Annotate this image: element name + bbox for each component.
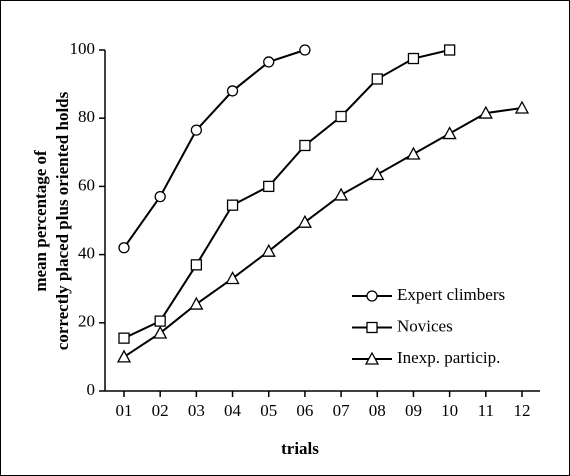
legend-marker — [364, 351, 380, 365]
legend-label: Novices — [397, 316, 453, 335]
point-marker — [226, 85, 239, 97]
legend-marker — [366, 290, 378, 302]
point-marker — [118, 242, 130, 254]
point-marker — [116, 349, 132, 363]
point-marker — [261, 243, 276, 257]
legend-label: Expert climbers — [397, 285, 505, 304]
series-line — [123, 49, 450, 340]
x-tick-label: 01 — [116, 401, 133, 420]
x-axis-label: trials — [281, 439, 319, 458]
y-tick-label: 100 — [70, 39, 96, 58]
x-tick-label: 03 — [188, 401, 205, 420]
point-marker — [442, 126, 457, 140]
y-axis-label: mean percentage of — [31, 150, 50, 292]
x-tick-label: 06 — [296, 401, 313, 420]
x-tick-label: 08 — [369, 401, 386, 420]
point-marker — [154, 190, 166, 203]
x-tick-label: 09 — [405, 401, 422, 420]
legend-marker — [366, 321, 378, 334]
point-marker — [371, 73, 383, 85]
point-marker — [370, 167, 385, 181]
x-tick-label: 04 — [224, 401, 242, 420]
point-marker — [514, 100, 530, 114]
y-axis-label: correctly placed plus oriented holds — [53, 91, 72, 350]
point-marker — [263, 56, 275, 68]
point-marker — [335, 110, 347, 123]
x-tick-label: 05 — [260, 401, 277, 420]
point-marker — [299, 44, 311, 56]
point-marker — [153, 325, 168, 339]
point-marker — [189, 296, 204, 310]
series-line — [123, 49, 306, 249]
point-marker — [226, 199, 239, 211]
point-marker — [190, 124, 203, 136]
y-tick-label: 80 — [78, 107, 95, 126]
point-marker — [225, 271, 240, 285]
point-marker — [333, 187, 349, 201]
x-tick-label: 07 — [333, 401, 351, 420]
y-tick-label: 0 — [87, 380, 96, 399]
y-tick-label: 20 — [78, 312, 95, 331]
point-marker — [299, 139, 311, 152]
x-tick-label: 12 — [514, 401, 531, 420]
y-tick-label: 40 — [78, 244, 95, 263]
point-marker — [297, 214, 313, 228]
legend-label: Inexp. particip. — [397, 348, 500, 367]
point-marker — [190, 259, 203, 271]
x-tick-label: 02 — [152, 401, 169, 420]
point-marker — [407, 52, 420, 65]
point-marker — [263, 180, 275, 193]
point-marker — [406, 146, 421, 160]
x-tick-label: 10 — [441, 401, 458, 420]
y-tick-label: 60 — [78, 175, 95, 194]
x-tick-label: 11 — [478, 401, 494, 420]
point-marker — [154, 315, 166, 327]
point-marker — [443, 44, 456, 56]
point-marker — [118, 332, 130, 344]
point-marker — [478, 105, 493, 119]
